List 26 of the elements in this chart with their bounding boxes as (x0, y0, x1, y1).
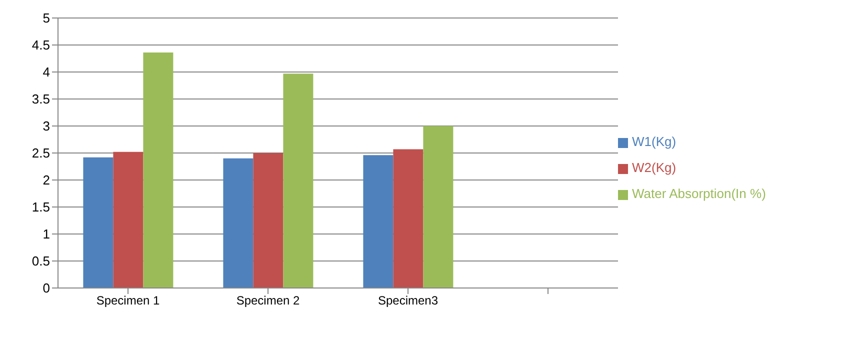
bar (253, 153, 284, 288)
x-tick-label: Specimen 1 (96, 294, 160, 308)
bar (113, 152, 144, 288)
legend-label: W1(Kg) (632, 134, 676, 149)
bar (223, 158, 254, 288)
y-tick-label: 5 (42, 10, 50, 26)
y-tick-label: 1 (42, 226, 50, 242)
bar (143, 52, 174, 288)
legend-label: W2(Kg) (632, 160, 676, 175)
y-tick-label: 1.5 (32, 200, 50, 215)
bar (363, 155, 394, 288)
y-tick-label: 0.5 (32, 254, 50, 269)
y-tick-label: 3.5 (32, 92, 50, 107)
bar (393, 149, 424, 288)
x-tick-label: Specimen3 (378, 294, 438, 308)
y-tick-label: 3 (42, 118, 50, 134)
bar (283, 74, 314, 288)
y-tick-label: 4 (42, 64, 50, 80)
y-tick-label: 4.5 (32, 38, 50, 53)
y-tick-label: 0 (42, 280, 50, 296)
legend-label: Water Absorption(In %) (632, 186, 766, 201)
bar (423, 126, 454, 288)
y-tick-label: 2 (42, 172, 50, 188)
x-tick-label: Specimen 2 (236, 294, 300, 308)
y-tick-label: 2.5 (32, 146, 50, 161)
bar (83, 157, 114, 288)
